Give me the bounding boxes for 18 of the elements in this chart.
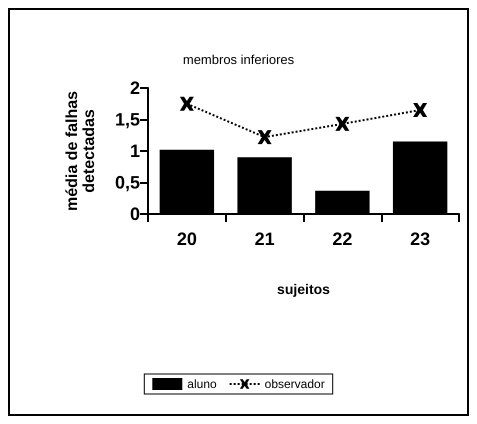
y-tick-label: 2: [130, 78, 140, 98]
point: [335, 116, 350, 131]
x-tick-label: 21: [254, 229, 275, 249]
y-axis-title: média de falhas detectadas: [64, 90, 98, 212]
y-tick-label: 0,5: [114, 172, 140, 192]
legend-label: aluno: [187, 377, 217, 391]
y-tick-label: 1: [130, 141, 140, 161]
x-tick-label: 22: [332, 229, 352, 249]
point: [413, 103, 428, 118]
chart-title: membros inferiores: [182, 52, 295, 67]
y-tick-label: 0: [130, 204, 140, 224]
y-tick-label: 1,5: [114, 110, 140, 130]
x-axis-title: sujeitos: [277, 281, 330, 297]
point: [258, 130, 272, 144]
point: [180, 96, 194, 111]
x-tick-label: 20: [176, 229, 197, 249]
legend-label: observador: [264, 377, 325, 391]
x-tick-label: 23: [410, 229, 430, 249]
